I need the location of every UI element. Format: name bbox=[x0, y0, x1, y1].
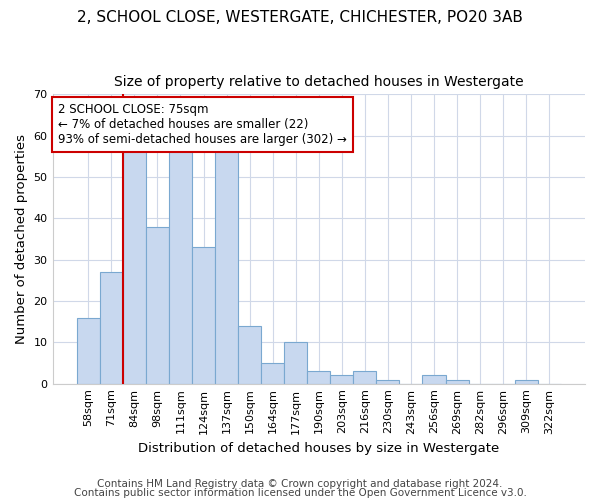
Bar bbox=[376, 380, 400, 384]
Bar bbox=[169, 144, 192, 384]
Text: Contains HM Land Registry data © Crown copyright and database right 2024.: Contains HM Land Registry data © Crown c… bbox=[97, 479, 503, 489]
Bar bbox=[123, 148, 146, 384]
Bar bbox=[422, 376, 446, 384]
Bar bbox=[100, 272, 123, 384]
Bar bbox=[515, 380, 538, 384]
Title: Size of property relative to detached houses in Westergate: Size of property relative to detached ho… bbox=[114, 75, 524, 89]
Bar bbox=[238, 326, 261, 384]
Bar bbox=[192, 248, 215, 384]
Y-axis label: Number of detached properties: Number of detached properties bbox=[15, 134, 28, 344]
Bar bbox=[330, 376, 353, 384]
Bar bbox=[284, 342, 307, 384]
X-axis label: Distribution of detached houses by size in Westergate: Distribution of detached houses by size … bbox=[138, 442, 499, 455]
Bar bbox=[146, 226, 169, 384]
Text: 2 SCHOOL CLOSE: 75sqm
← 7% of detached houses are smaller (22)
93% of semi-detac: 2 SCHOOL CLOSE: 75sqm ← 7% of detached h… bbox=[58, 103, 347, 146]
Bar bbox=[307, 372, 330, 384]
Bar bbox=[446, 380, 469, 384]
Bar bbox=[261, 363, 284, 384]
Text: Contains public sector information licensed under the Open Government Licence v3: Contains public sector information licen… bbox=[74, 488, 526, 498]
Bar bbox=[215, 148, 238, 384]
Text: 2, SCHOOL CLOSE, WESTERGATE, CHICHESTER, PO20 3AB: 2, SCHOOL CLOSE, WESTERGATE, CHICHESTER,… bbox=[77, 10, 523, 25]
Bar bbox=[77, 318, 100, 384]
Bar bbox=[353, 372, 376, 384]
